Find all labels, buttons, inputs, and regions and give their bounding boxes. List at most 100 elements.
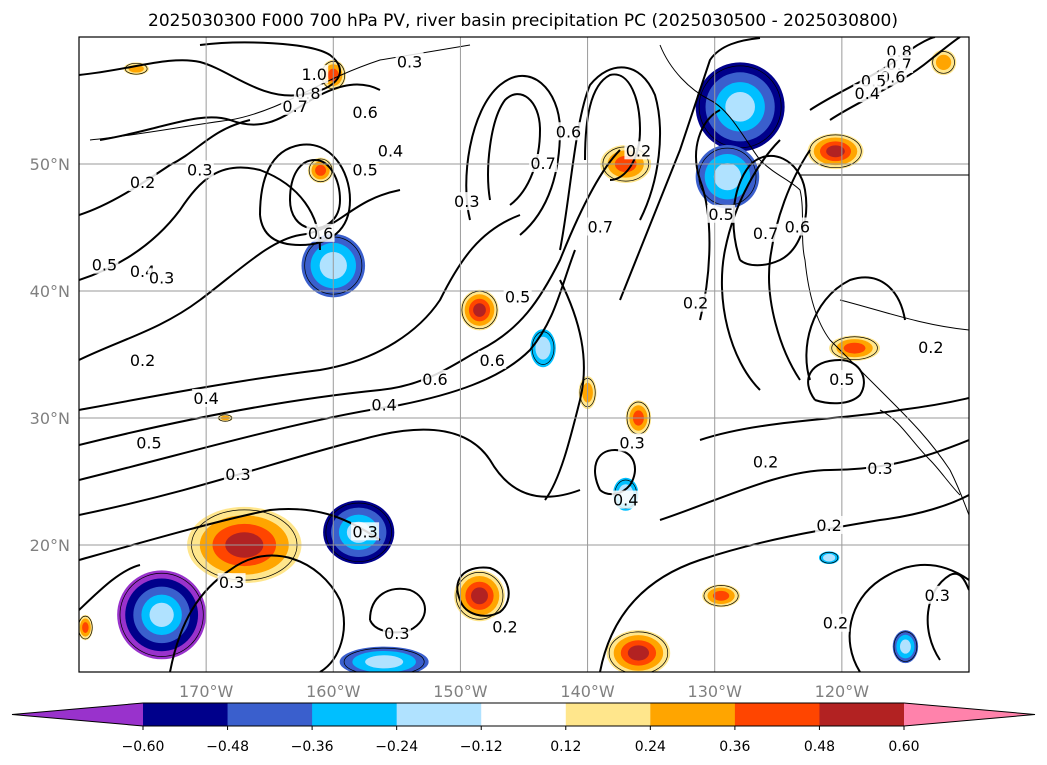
contour-label-bg [815, 515, 844, 534]
contour-label-bg [185, 160, 214, 179]
contour-label: 0.3 [149, 268, 174, 287]
contour-label-bg [306, 223, 335, 242]
pv-contour-line [559, 66, 661, 251]
colorbar-segment [650, 703, 736, 726]
colorbar-segment [396, 703, 482, 726]
precip-anomaly-level [473, 303, 486, 317]
pv-contour-line [720, 139, 781, 391]
contour-label-bg [853, 84, 882, 103]
pv-contour-line [829, 37, 961, 121]
pv-contour-line [695, 109, 721, 321]
colorbar-tick-label: 0.36 [719, 739, 750, 755]
pv-contour-line [659, 439, 969, 521]
precip-anomaly-outline [820, 551, 839, 564]
precip-anomaly-blob [460, 289, 499, 331]
colorbar-tick-label: −0.48 [206, 739, 249, 755]
map-frame [78, 36, 970, 673]
contour-label-bg [376, 141, 405, 160]
contour-label: 0.5 [136, 433, 161, 452]
contour-label: 0.6 [352, 103, 377, 122]
precip-anomaly-blob [339, 646, 429, 672]
precip-anomaly-level [149, 602, 174, 627]
contour-label-bg [223, 465, 252, 484]
contour-label: 0.2 [130, 173, 155, 192]
precip-anomaly-blob [117, 570, 207, 660]
colorbar-segment [565, 703, 651, 726]
contour-label: 0.4 [193, 389, 218, 408]
pv-contour-line [619, 37, 761, 301]
precip-anomaly-level [315, 164, 327, 176]
contour-label-bg [478, 350, 507, 369]
precip-anomaly-blob [530, 329, 556, 368]
precip-anomaly-level [713, 163, 742, 191]
precip-anomaly-outline [893, 631, 918, 662]
precip-anomaly-outline [608, 631, 669, 672]
contour-label: 0.6 [556, 122, 581, 141]
precip-anomaly-blob [829, 335, 880, 361]
contour-label: 0.3 [397, 52, 422, 71]
precip-anomaly-blob [892, 630, 919, 664]
colorbar-tick-label: 0.48 [804, 739, 835, 755]
contour-label-bg [783, 217, 812, 236]
lon-tick-label: 170°W [179, 682, 234, 701]
colorbar-extend-high [904, 703, 1035, 726]
precip-anomaly-blob [454, 570, 505, 622]
pv-contour-line [768, 149, 811, 381]
pv-contour-line [79, 149, 621, 446]
contour-label-bg [128, 173, 157, 192]
pv-contour-line [805, 276, 906, 381]
contour-label: 0.2 [130, 351, 155, 370]
latitude-axis: 20°N 30°N 40°N 50°N [30, 155, 70, 555]
contour-label-bg [681, 293, 710, 312]
contour-label: 0.3 [619, 433, 644, 452]
contour-label-bg [351, 160, 380, 179]
contour-labels: 1.00.80.70.30.60.40.50.60.20.30.30.60.70… [90, 42, 952, 643]
lat-tick-label: 50°N [30, 155, 70, 174]
lat-tick-label: 30°N [30, 409, 70, 428]
north-america-coastline [659, 44, 969, 516]
contour-label: 0.3 [454, 192, 479, 211]
contour-label-bg [821, 613, 850, 632]
contour-label: 0.5 [505, 287, 530, 306]
colorbar-tick-label: 0.60 [888, 739, 919, 755]
precip-anomaly-blob [702, 584, 741, 608]
precip-anomaly-level [627, 645, 650, 661]
contour-label: 0.4 [371, 395, 396, 414]
pv-contour-line [926, 572, 969, 661]
precip-anomaly-level [365, 655, 404, 669]
precip-anomaly-blob [930, 49, 957, 76]
contour-label: 0.6 [422, 370, 447, 389]
contour-label: 0.6 [785, 218, 810, 237]
precip-anomaly-outline [119, 572, 204, 657]
contour-label: 0.7 [282, 97, 307, 116]
contour-label-bg [707, 204, 736, 223]
chart-title: 2025030300 F000 700 hPa PV, river basin … [148, 11, 898, 31]
contour-label-bg [351, 103, 380, 122]
contour-label-bg [751, 223, 780, 242]
contour-label: 0.7 [588, 218, 613, 237]
precip-anomaly-blob [807, 133, 864, 170]
contour-label-bg [624, 141, 653, 160]
contour-label: 0.3 [384, 624, 409, 643]
colorbar: −0.60 −0.48 −0.36 −0.24 −0.12 0.12 0.24 0.36 0.4… [11, 702, 1036, 755]
contour-label-bg [827, 369, 856, 388]
pv-contour-line [487, 93, 542, 206]
colorbar-tick-label: −0.24 [375, 739, 418, 755]
contour-label-bg [382, 623, 411, 642]
contour-label-bg [611, 490, 640, 509]
pv-contour-line [79, 119, 251, 216]
contour-label: 0.2 [683, 294, 708, 313]
contour-label-bg [370, 395, 399, 414]
contour-label-bg [147, 268, 176, 287]
precip-anomaly-level [826, 145, 845, 158]
contour-label: 0.7 [530, 154, 555, 173]
precip-anomaly-blob [818, 551, 840, 565]
pv-contour-line [259, 143, 352, 247]
precip-anomaly-outline [455, 572, 504, 620]
contour-label-bg [751, 452, 780, 471]
contour-label-bg [300, 65, 329, 84]
contour-label: 0.3 [219, 573, 244, 592]
pv-contour-line [169, 554, 345, 672]
contour-label: 0.4 [613, 491, 638, 510]
